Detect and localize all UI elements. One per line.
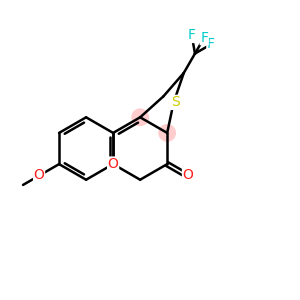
Text: F: F <box>188 28 196 42</box>
Text: O: O <box>108 157 118 171</box>
Circle shape <box>158 124 176 142</box>
Text: O: O <box>34 168 44 182</box>
Text: S: S <box>171 95 179 110</box>
Text: F: F <box>207 38 215 51</box>
Text: F: F <box>200 31 208 45</box>
Circle shape <box>131 108 149 126</box>
Text: O: O <box>182 168 194 182</box>
